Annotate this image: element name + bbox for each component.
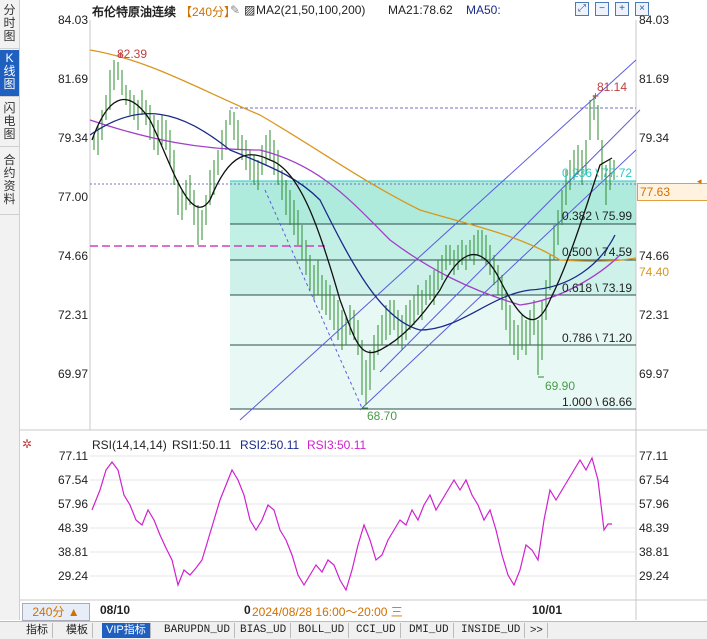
ma-orange-line	[89, 49, 637, 262]
rsi2-value: RSI2:50.11	[240, 438, 300, 452]
rsi-label: 38.81	[639, 545, 670, 559]
high-marker-right: +	[592, 89, 599, 103]
fib-label: 0.382 \ 75.99	[562, 209, 633, 223]
crosshair-time-label: 2024/08/28 16:00～20:00 三	[252, 605, 403, 619]
rsi-label: 29.24	[639, 569, 670, 583]
high-marker-left: +	[117, 48, 124, 62]
left-tab-strip: 分时图 K线图 闪电图 合约资料	[0, 0, 20, 620]
tab-bias[interactable]: BIAS_UD	[236, 623, 292, 638]
candlesticks	[93, 60, 615, 405]
settings-gear-icon[interactable]: ✲	[22, 437, 33, 451]
minus-icon[interactable]: −	[595, 2, 609, 16]
price-label: 72.31	[639, 308, 670, 322]
rsi-label: 67.54	[639, 473, 670, 487]
rsi3-value: RSI3:50.11	[307, 438, 367, 452]
period-label[interactable]: 【240分】	[180, 5, 237, 19]
tab-template[interactable]: 模板	[62, 623, 93, 638]
ma21-value: MA21:78.62	[388, 3, 453, 17]
fib-label: 0.236 \ 77.72	[562, 166, 633, 180]
ma50-value: MA50:	[466, 3, 501, 17]
tab-dmi[interactable]: DMI_UD	[405, 623, 454, 638]
fib-label: 0.500 \ 74.59	[562, 245, 633, 259]
tab-flash-chart[interactable]: 闪电图	[0, 100, 19, 147]
rsi-label: 77.11	[639, 449, 669, 463]
rsi-label: 38.81	[57, 545, 88, 559]
rsi-label: 57.96	[639, 497, 670, 511]
tab-contract-info[interactable]: 合约资料	[0, 150, 19, 215]
ma-black-line	[91, 98, 613, 354]
ma-indicator-icon[interactable]: ▨	[244, 3, 256, 17]
high-label-right: 81.14	[597, 80, 628, 94]
ma-price-tag: 74.40	[639, 265, 670, 279]
price-label: 79.34	[57, 131, 88, 145]
tab-boll[interactable]: BOLL_UD	[294, 623, 350, 638]
high-label-left: 82.39	[117, 47, 148, 61]
chart-header: 布伦特原油连续 【240分】 ✎ ▨ MA2(21,50,100,200) MA…	[22, 0, 649, 20]
tab-barupdn[interactable]: BARUPDN_UD	[160, 623, 236, 638]
ma-navy-line	[89, 113, 616, 331]
tab-timeshare[interactable]: 分时图	[0, 2, 19, 49]
rsi1-value: RSI1:50.11	[172, 438, 232, 452]
price-tag-arrow-icon: ◂	[697, 176, 702, 186]
tab-inside[interactable]: INSIDE_UD	[457, 623, 526, 638]
fib-label: 0.786 \ 71.20	[562, 331, 633, 345]
rsi-label: 48.39	[57, 521, 88, 535]
period-button[interactable]: 240分 ▲	[22, 603, 90, 621]
tab-cci[interactable]: CCI_UD	[352, 623, 401, 638]
close-icon[interactable]: ×	[635, 2, 649, 16]
time-label: 08/10	[100, 603, 131, 617]
price-label: 74.66	[639, 249, 670, 263]
price-label: 79.34	[639, 131, 670, 145]
price-label: 69.97	[57, 367, 88, 381]
price-label: 74.66	[57, 249, 88, 263]
rsi-label: 77.11	[58, 449, 88, 463]
time-label: 0	[244, 603, 251, 617]
rsi-label: 67.54	[57, 473, 88, 487]
tab-kline[interactable]: K线图	[0, 50, 19, 97]
ma-purple-line	[89, 119, 621, 306]
current-price-tag: 77.63	[637, 183, 707, 201]
edit-icon[interactable]: ✎	[230, 3, 241, 17]
fib-label: 0.618 \ 73.19	[562, 281, 633, 295]
time-label: 10/01	[532, 603, 563, 617]
more-tabs-button[interactable]: >>	[526, 623, 548, 638]
rsi-label: 57.96	[57, 497, 88, 511]
price-label: 84.03	[639, 13, 670, 27]
rsi-title: RSI(14,14,14)	[92, 438, 167, 452]
price-label: 81.69	[639, 72, 670, 86]
rsi-label: 29.24	[57, 569, 88, 583]
fib-label: 1.000 \ 68.66	[562, 395, 633, 409]
expand-icon[interactable]: ⤢	[575, 2, 589, 16]
rsi-line	[91, 456, 612, 592]
rsi-label: 48.39	[639, 521, 670, 535]
price-label: 81.69	[57, 72, 88, 86]
indicator-tab-bar: 指标 模板 VIP指标 BARUPDN_UD BIAS_UD BOLL_UD C…	[0, 621, 707, 639]
tab-vip-indicator[interactable]: VIP指标	[102, 623, 151, 638]
low-label-right: 69.90	[545, 379, 576, 393]
tab-indicator[interactable]: 指标	[22, 623, 53, 638]
price-label: 77.00	[57, 190, 88, 204]
plus-icon[interactable]: +	[615, 2, 629, 16]
low-label-left: 68.70	[367, 409, 398, 423]
price-label: 84.03	[57, 13, 88, 27]
price-label: 69.97	[639, 367, 670, 381]
instrument-title: 布伦特原油连续	[92, 5, 177, 19]
ma-params: MA2(21,50,100,200)	[256, 3, 366, 17]
price-label: 72.31	[57, 308, 88, 322]
